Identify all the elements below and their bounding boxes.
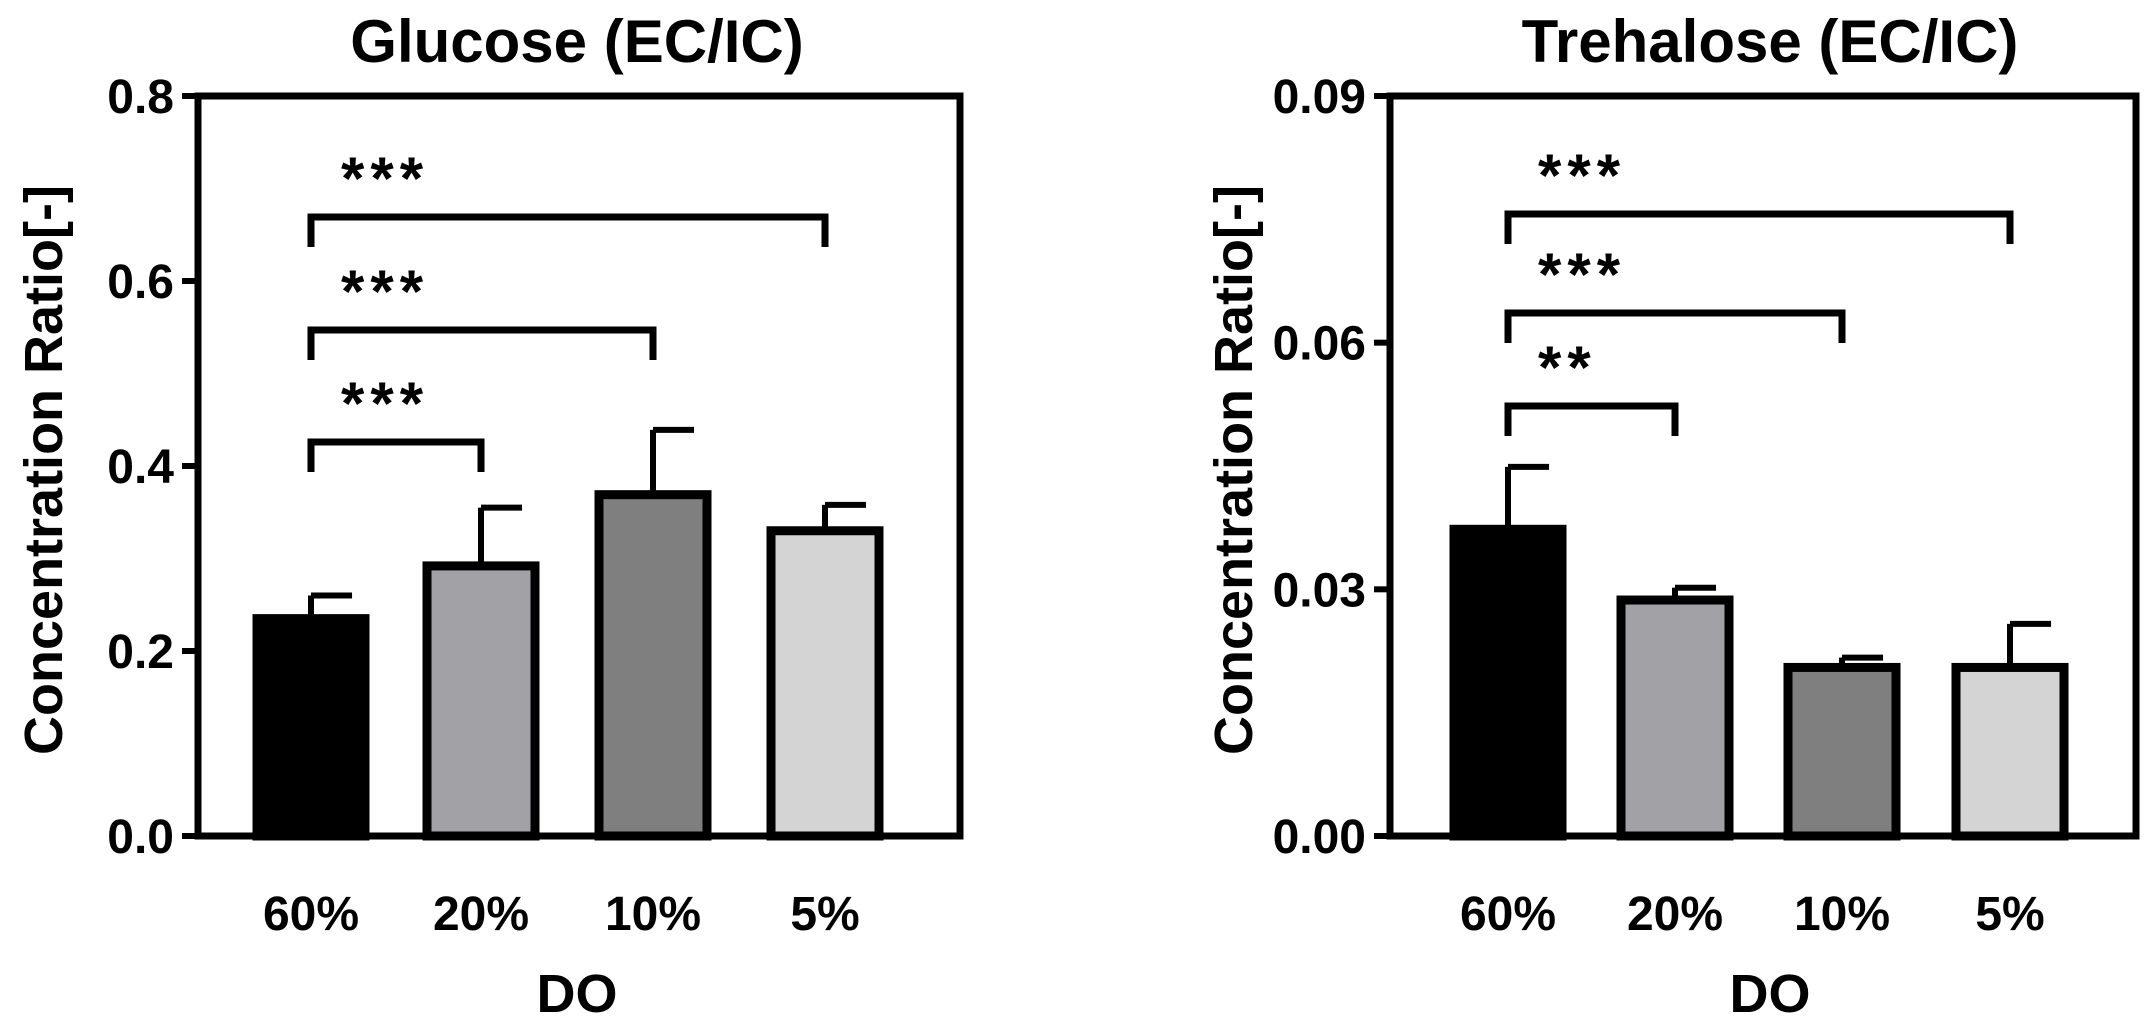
glucose-bar-5pct [766,526,884,841]
trehalose-y-tick-label: 0.06 [1273,318,1366,371]
glucose-y-tick-label: 0.0 [107,811,174,864]
trehalose-significance-label: *** [1538,241,1626,308]
trehalose-bar-20pct [1616,595,1734,841]
trehalose-chart-title: Trehalose (EC/IC) [1522,8,2019,75]
glucose-y-tick-label: 0.8 [107,71,174,124]
glucose-chart-title: Glucose (EC/IC) [350,8,803,75]
glucose-significance-label: *** [341,370,429,437]
glucose-significance-bracket [307,213,829,247]
trehalose-significance-bracket [1504,402,1679,436]
trehalose-bar-60pct [1449,524,1567,841]
trehalose-x-tick-label: 5% [1975,888,2044,941]
glucose-x-tick-label: 5% [790,888,859,941]
glucose-bar-60pct [252,614,370,841]
glucose-significance-bracket [307,438,485,472]
trehalose-x-tick-label: 60% [1460,888,1556,941]
trehalose-bar-5pct [1951,662,2069,841]
glucose-y-tick-label: 0.2 [107,626,174,679]
glucose-significance-bracket [307,326,657,360]
glucose-significance-label: *** [341,258,429,325]
glucose-bar-20pct [422,561,540,841]
trehalose-bar-10pct [1783,662,1901,841]
glucose-x-axis-label: DO [537,964,618,1024]
trehalose-chart: Trehalose (EC/IC) Concentration Ratio[-]… [1204,8,2140,1024]
glucose-x-tick-label: 10% [605,888,701,941]
glucose-y-tick-label: 0.6 [107,256,174,309]
trehalose-significance-bracket [1504,210,2014,244]
glucose-bar-10pct [594,490,712,841]
trehalose-y-axis-label: Concentration Ratio[-] [1204,185,1264,755]
trehalose-x-tick-label: 20% [1627,888,1723,941]
trehalose-significance-label: ** [1538,334,1597,401]
trehalose-significance-bracket [1504,309,1846,343]
glucose-x-tick-label: 20% [433,888,529,941]
trehalose-plot-frame [1386,92,2140,840]
trehalose-y-tick-label: 0.00 [1273,811,1366,864]
glucose-plot-frame [194,92,964,840]
glucose-significance-label: *** [341,145,429,212]
trehalose-x-axis-label: DO [1730,964,1811,1024]
trehalose-x-tick-label: 10% [1794,888,1890,941]
glucose-y-tick-label: 0.4 [107,441,174,494]
glucose-chart: Glucose (EC/IC) Concentration Ratio[-] D… [14,8,964,1024]
trehalose-significance-label: *** [1538,142,1626,209]
trehalose-y-tick-label: 0.03 [1273,564,1366,617]
glucose-x-tick-label: 60% [263,888,359,941]
glucose-y-axis-label: Concentration Ratio[-] [14,185,74,755]
trehalose-y-tick-label: 0.09 [1273,71,1366,124]
